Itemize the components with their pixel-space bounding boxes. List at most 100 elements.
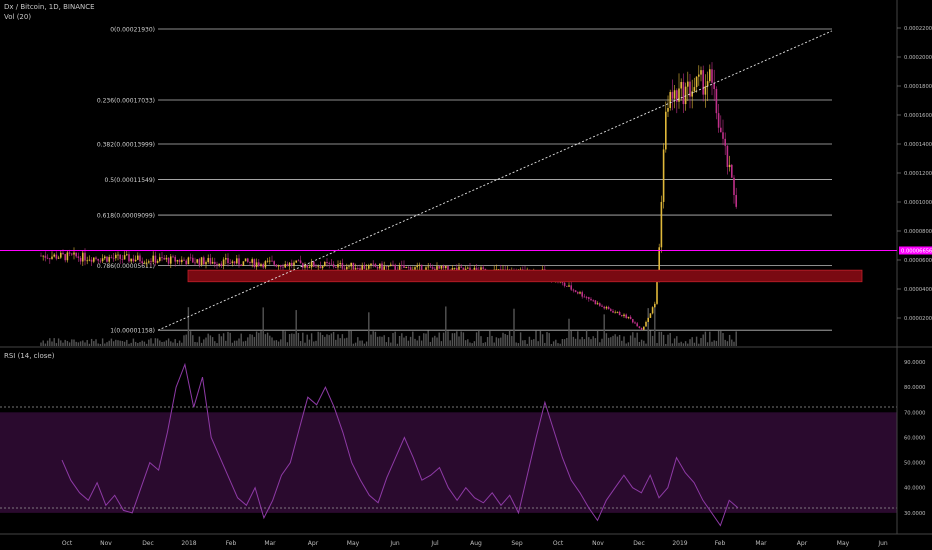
volume-bar (709, 331, 711, 346)
rsi-tick-label: 90.0000 (904, 360, 925, 366)
volume-bar (691, 337, 693, 346)
candle-body (632, 319, 634, 323)
volume-bar (638, 341, 641, 346)
candle-body (310, 261, 313, 268)
volume-bar (57, 338, 60, 346)
volume-bar (574, 338, 577, 346)
rsi-series: 90.0000 80.0000 70.0000 60.0000 50.0000 40.00… (61, 360, 925, 527)
time-tick-label: Dec (633, 540, 645, 547)
volume-bar (519, 332, 522, 346)
candle-body (398, 265, 401, 271)
volume-label: Vol (20) (4, 13, 32, 21)
candle-body (662, 149, 665, 202)
candle-body (469, 267, 471, 271)
candle-body (431, 267, 434, 269)
volume-bar (724, 339, 726, 346)
volume-bar (456, 331, 458, 346)
volume-bar (715, 340, 718, 346)
candle-body (139, 255, 141, 262)
candle-body (319, 266, 322, 269)
volume-bar (385, 342, 388, 346)
volume-bar (726, 341, 729, 346)
candle-body (654, 303, 656, 308)
candle-body (154, 255, 157, 263)
candle-body (176, 260, 179, 262)
candle-body (440, 265, 443, 269)
candle-body (579, 292, 581, 294)
candle-body (198, 259, 201, 265)
candle-body (321, 265, 324, 269)
volume-bar (390, 342, 392, 346)
candle-body (337, 264, 339, 268)
candle-body (328, 263, 330, 264)
volume-bar (119, 340, 121, 346)
volume-bar (82, 340, 84, 346)
candle-body (284, 264, 286, 268)
time-tick-label: Feb (226, 540, 237, 547)
candle-body (731, 164, 733, 178)
candle-body (458, 266, 460, 271)
volume-bar (115, 339, 117, 346)
volume-bar (629, 335, 632, 346)
candle-body (392, 264, 394, 266)
volume-bar (566, 337, 568, 346)
volume-bar (302, 332, 304, 346)
volume-bar (497, 338, 500, 346)
volume-bar (161, 341, 163, 346)
candle-body (733, 177, 735, 196)
candle-body (253, 259, 256, 268)
volume-bar (49, 338, 51, 346)
volume-bar (585, 330, 588, 346)
candle-body (93, 257, 95, 262)
volume-bar (150, 338, 152, 346)
candle-body (134, 259, 137, 262)
time-tick-label: Oct (553, 540, 564, 547)
fib-label: 0.382(0.00013999) (97, 142, 155, 149)
candle-body (108, 257, 110, 262)
rsi-tick-label: 40.0000 (904, 486, 925, 492)
volume-bar (332, 331, 335, 346)
volume-bar (698, 343, 700, 346)
volume-bar (275, 340, 278, 346)
volume-bar (247, 337, 249, 346)
candle-body (467, 267, 469, 269)
volume-bar (420, 340, 423, 346)
fib-label: 0.5(0.00011549) (105, 177, 156, 184)
volume-bar (412, 331, 414, 346)
candle-body (735, 195, 737, 207)
candle-body (60, 252, 62, 258)
volume-bar (185, 334, 187, 346)
volume-bar (636, 332, 638, 346)
candle-body (702, 70, 704, 95)
volume-bar (537, 341, 539, 346)
volume-bar (577, 331, 579, 346)
volume-bar (711, 341, 713, 346)
candle-body (572, 289, 575, 291)
volume-bar (442, 332, 445, 346)
candle-body (282, 266, 284, 268)
volume-bar (112, 341, 115, 346)
candle-body (590, 298, 592, 301)
candle-body (174, 256, 176, 262)
candle-body (462, 267, 465, 271)
candle-body (726, 145, 729, 168)
rsi-tick-label: 60.0000 (904, 435, 925, 441)
volume-bar (374, 331, 377, 346)
volume-bar (55, 343, 58, 346)
candle-body (181, 259, 183, 263)
volume-bar (53, 338, 55, 346)
rsi-label: RSI (14, close) (4, 352, 55, 360)
volume-bar (570, 330, 572, 346)
volume-bar (647, 308, 649, 346)
candle-body (260, 264, 262, 266)
candle-body (456, 268, 458, 271)
volume-bar (297, 332, 300, 346)
volume-bar (370, 334, 372, 346)
volume-bar (550, 343, 553, 346)
candle-body (713, 82, 715, 89)
volume-bar (405, 335, 407, 346)
volume-bar (403, 337, 405, 346)
volume-bar (295, 310, 297, 346)
candle-body (88, 259, 91, 261)
